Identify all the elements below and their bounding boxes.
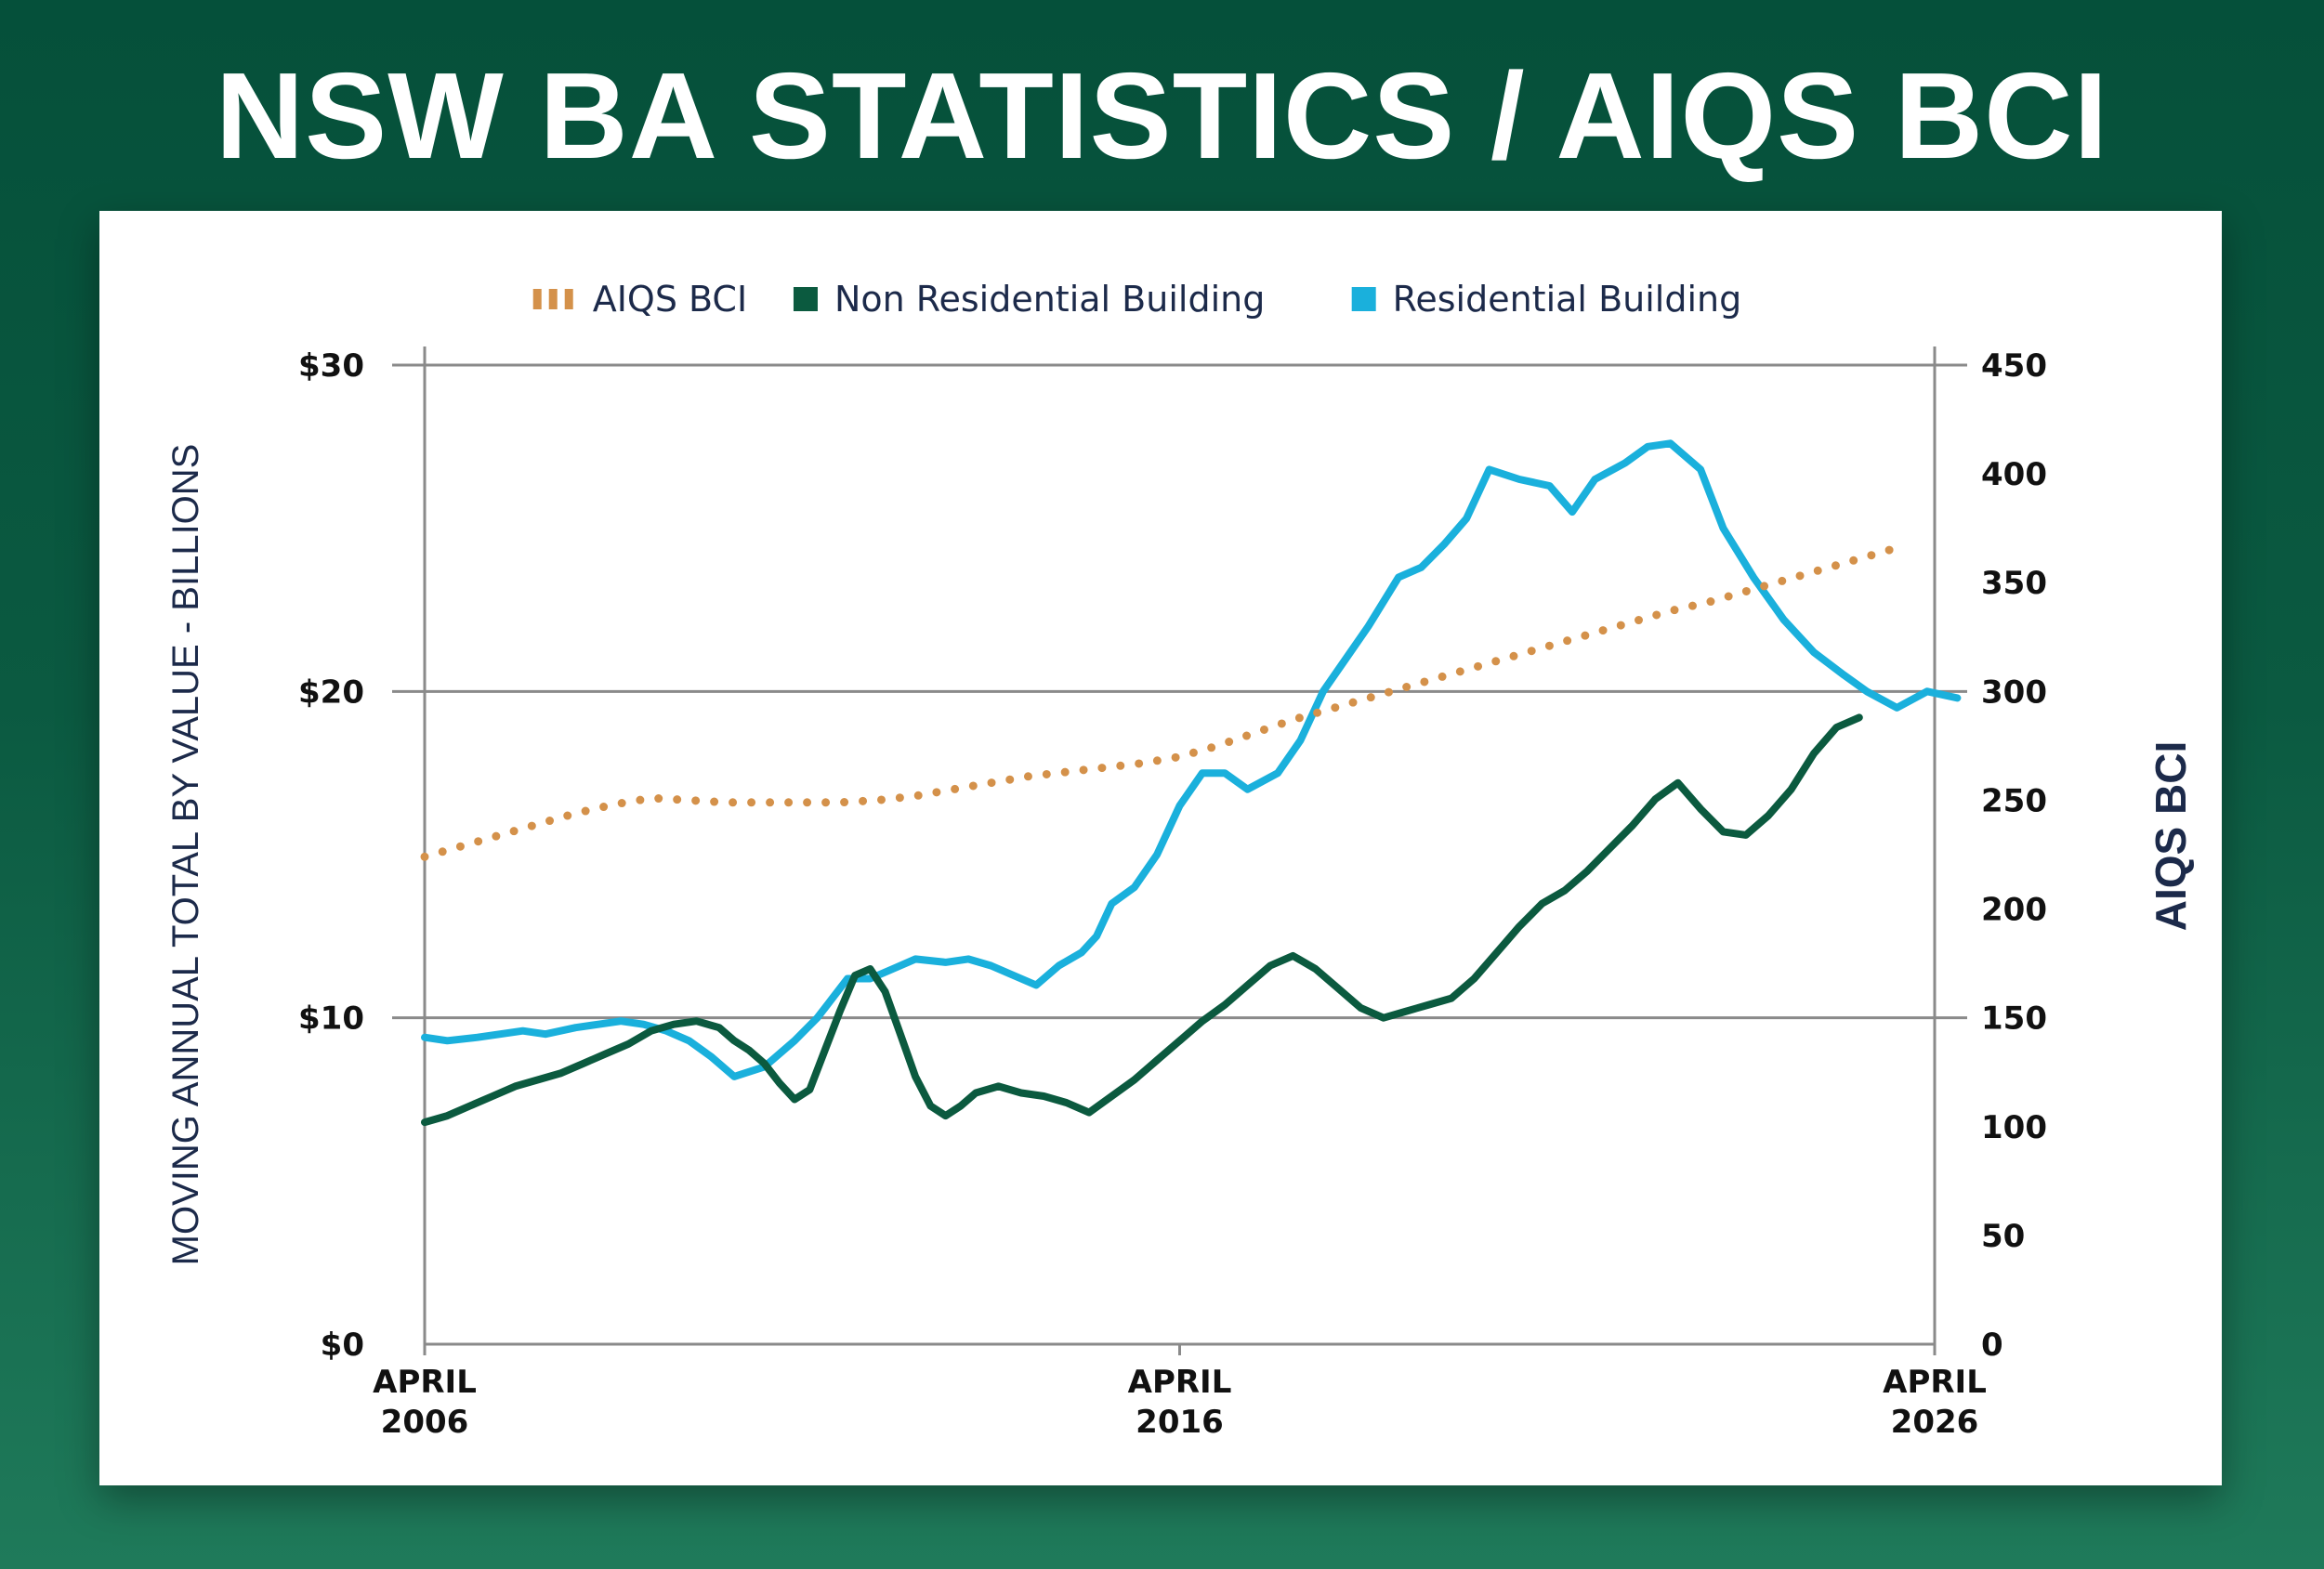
chart-series bbox=[420, 439, 1962, 1127]
x-tick-label: 2026 bbox=[1891, 1404, 1979, 1441]
legend-swatch-aiqs-bci bbox=[564, 289, 573, 309]
x-tick-label: APRIL bbox=[1128, 1364, 1232, 1401]
y2-tick-label: 250 bbox=[1981, 782, 2047, 819]
y-tick-label: $10 bbox=[298, 1000, 364, 1038]
series-line-non-residential bbox=[421, 713, 1863, 1127]
y2-tick-label: 350 bbox=[1981, 565, 2047, 602]
y2-axis-title: AIQS BCI bbox=[2147, 741, 2195, 931]
legend-label: Non Residential Building bbox=[834, 279, 1265, 320]
y2-tick-label: 150 bbox=[1981, 1000, 2047, 1038]
chart-axes bbox=[423, 346, 1937, 1355]
y-axis-title: MOVING ANNUAL TOTAL BY VALUE - BILLIONS bbox=[165, 444, 206, 1266]
series-line-aiqs-bci bbox=[420, 543, 1901, 861]
y2-tick-label: 100 bbox=[1981, 1109, 2047, 1146]
x-tick-label: APRIL bbox=[1883, 1364, 1987, 1401]
chart-svg: AIQS BCI Non Residential Building Resident… bbox=[165, 279, 2195, 1441]
y-tick-label: $0 bbox=[321, 1327, 364, 1364]
legend-swatch-aiqs-bci bbox=[548, 289, 558, 309]
series-line-residential bbox=[421, 439, 1962, 1080]
y-tick-label: $20 bbox=[298, 673, 364, 711]
y2-tick-label: 50 bbox=[1981, 1218, 2025, 1255]
y2-tick-label: 300 bbox=[1981, 673, 2047, 711]
y2-tick-label: 450 bbox=[1981, 347, 2047, 385]
chart-legend: AIQS BCI Non Residential Building Resident… bbox=[532, 279, 1742, 320]
chart-panel: AIQS BCI Non Residential Building Resident… bbox=[99, 211, 2222, 1485]
legend-swatch-residential-building bbox=[1351, 287, 1376, 311]
chart-grid bbox=[392, 363, 1967, 1020]
x-tick-label: 2006 bbox=[381, 1404, 469, 1441]
y2-tick-label: 0 bbox=[1981, 1327, 2003, 1364]
chart-labels: $0 $10 $20 $30 0 50 100 150 200 250 300 350 400 450 AP… bbox=[165, 347, 2195, 1441]
y2-tick-label: 200 bbox=[1981, 892, 2047, 929]
y-tick-label: $30 bbox=[298, 347, 364, 385]
page-title: NSW BA STATISTICS / AIQS BCI bbox=[215, 47, 2109, 184]
x-tick-label: 2016 bbox=[1136, 1404, 1224, 1441]
x-tick-label: APRIL bbox=[373, 1364, 477, 1401]
legend-swatch-non-residential-building bbox=[793, 287, 818, 311]
legend-label: Residential Building bbox=[1393, 279, 1742, 320]
legend-swatch-aiqs-bci bbox=[532, 289, 542, 309]
y2-tick-label: 400 bbox=[1981, 456, 2047, 493]
legend-label: AIQS BCI bbox=[593, 279, 747, 320]
